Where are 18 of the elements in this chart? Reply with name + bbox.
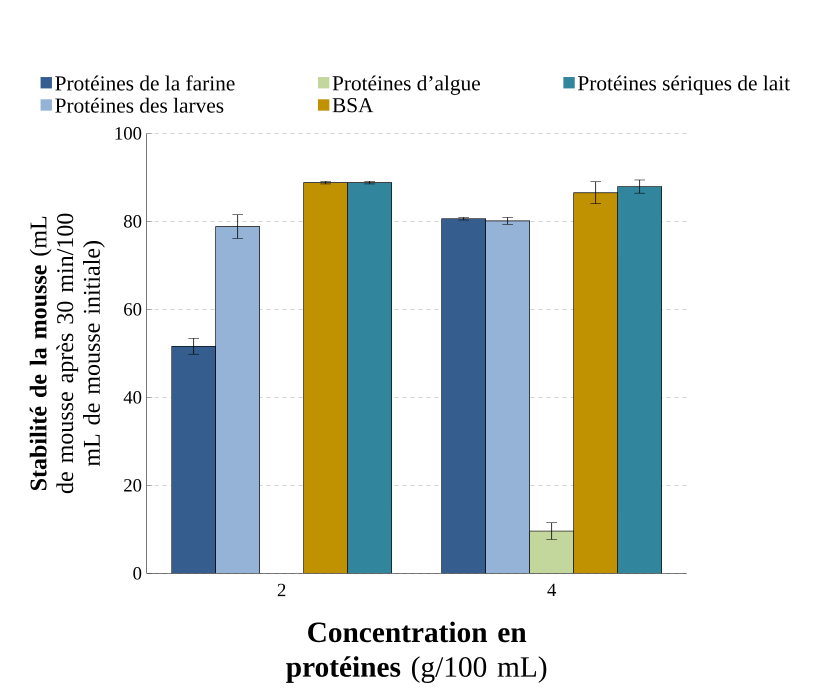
y-tick-label: 80 bbox=[124, 215, 142, 228]
legend-label: Protéines des larves bbox=[55, 98, 224, 113]
x-tick-label: 2 bbox=[278, 584, 286, 596]
legend-label: BSA bbox=[332, 98, 374, 112]
y-tick-label: 20 bbox=[124, 479, 142, 492]
bar bbox=[485, 220, 530, 574]
y-tick-label: 40 bbox=[124, 391, 142, 404]
y-tick-label: 0 bbox=[133, 567, 142, 580]
x-axis-title: Concentration en protéines (g/100 mL) bbox=[286, 622, 546, 683]
bar bbox=[441, 218, 486, 574]
legend-label: Protéines de la farine bbox=[55, 75, 235, 91]
legend-label: Protéines d’algue bbox=[332, 75, 480, 95]
y-tick-label: 100 bbox=[116, 127, 142, 140]
bar bbox=[215, 226, 260, 574]
legend-label: Protéines sériques de lait bbox=[578, 75, 790, 95]
x-tick-label: 4 bbox=[547, 584, 556, 596]
y-tick-label: 60 bbox=[124, 303, 142, 316]
bar bbox=[171, 346, 216, 574]
